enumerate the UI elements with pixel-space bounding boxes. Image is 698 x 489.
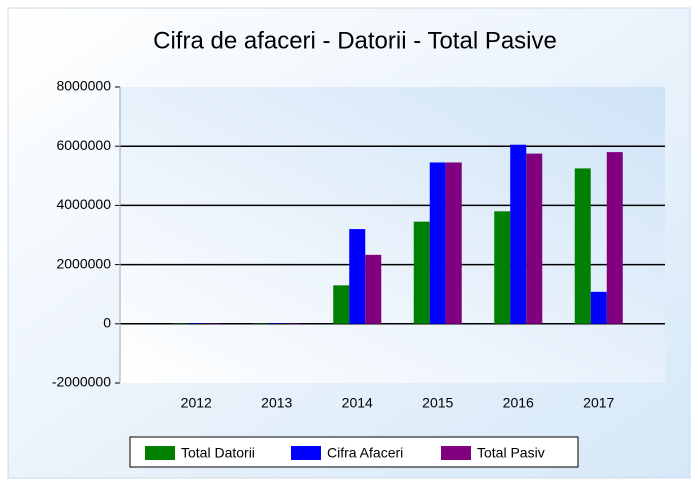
y-tick-label: 2000000 <box>56 255 111 271</box>
legend-swatch <box>145 446 175 460</box>
y-tick-label: 0 <box>103 315 111 331</box>
legend-label: Cifra Afaceri <box>327 445 403 461</box>
bar <box>413 221 430 324</box>
bar <box>494 211 511 324</box>
y-tick-label: 4000000 <box>56 196 111 212</box>
bar <box>526 153 543 324</box>
bar <box>429 162 446 324</box>
plot-area <box>120 87 665 383</box>
bar <box>590 291 607 324</box>
y-tick-label: -2000000 <box>52 374 111 390</box>
x-tick-label: 2017 <box>583 395 614 411</box>
x-tick-label: 2012 <box>181 395 212 411</box>
legend <box>129 436 579 468</box>
y-tick-label: 6000000 <box>56 137 111 153</box>
bar <box>172 323 189 325</box>
bar <box>252 323 269 325</box>
bar <box>349 229 366 324</box>
x-tick-label: 2015 <box>422 395 453 411</box>
legend-swatch <box>441 446 471 460</box>
bar <box>188 323 205 325</box>
legend-swatch <box>291 446 321 460</box>
bar <box>333 285 350 324</box>
bar <box>284 323 301 325</box>
bar <box>574 168 591 324</box>
x-tick-label: 2014 <box>342 395 373 411</box>
x-tick-label: 2013 <box>261 395 292 411</box>
bar <box>606 152 623 324</box>
x-tick-label: 2016 <box>503 395 534 411</box>
legend-label: Total Pasiv <box>477 445 545 461</box>
bar <box>445 162 462 324</box>
bar <box>268 323 285 325</box>
bar <box>365 254 382 324</box>
bar <box>204 323 221 325</box>
legend-label: Total Datorii <box>181 445 255 461</box>
y-tick-label: 8000000 <box>56 78 111 94</box>
chart-title: Cifra de afaceri - Datorii - Total Pasiv… <box>153 27 557 54</box>
bar <box>510 144 527 324</box>
